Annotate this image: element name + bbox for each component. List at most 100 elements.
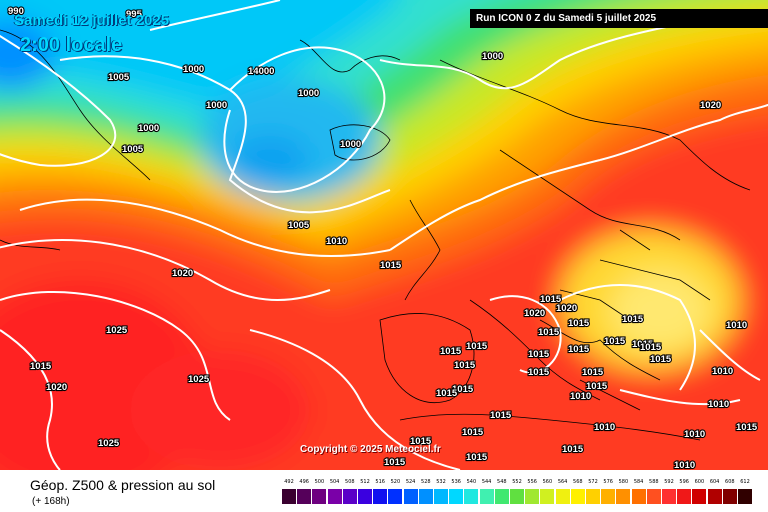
scale-tick-label: 552 (512, 479, 522, 485)
scale-tick-label: 536 (451, 479, 461, 485)
isobar-label: 1015 (440, 346, 462, 357)
isobar-label: 1015 (410, 436, 432, 447)
isobar-label: 1015 (632, 339, 654, 350)
scale-swatch (373, 489, 388, 504)
scale-swatch (358, 489, 372, 504)
isobar-label: 1015 (528, 349, 550, 360)
scale-swatch (677, 489, 692, 504)
isobar-label: 1025 (106, 325, 128, 336)
scale-swatch (646, 489, 661, 504)
isobar-label: 1020 (556, 303, 577, 314)
scale-tick-label: 568 (573, 479, 583, 485)
forecast-date: Samedi 12 juillet 2025 (14, 12, 170, 29)
isobar-labels: 990 995 1005 1000 14000 1000 1000 1000 1005 1000 1… (7, 5, 759, 470)
scale-tick-label: 564 (557, 479, 568, 485)
isobar-label: 1020 (700, 100, 721, 111)
scale-swatch (510, 489, 524, 504)
isobar-label: 1015 (586, 381, 608, 392)
scale-swatch (327, 489, 342, 504)
isobar-label: 1020 (524, 308, 545, 319)
scale-swatch (449, 489, 464, 504)
scale-swatch (738, 489, 752, 504)
legend-subtitle: (+ 168h) (32, 496, 70, 507)
scale-swatch (297, 489, 312, 504)
isobar-label: 1010 (712, 366, 733, 377)
legend-title: Géop. Z500 & pression au sol (30, 477, 216, 493)
isobar-label: 1015 (540, 294, 562, 305)
isobar-label: 1015 (454, 360, 476, 371)
isobar-label: 1015 (538, 327, 560, 338)
scale-tick-label: 520 (390, 479, 401, 485)
scale-swatch (403, 489, 418, 504)
isobar-label: 1000 (206, 100, 227, 111)
scale-swatch (692, 489, 707, 504)
scale-tick-label: 576 (603, 479, 613, 485)
scale-tick-label: 560 (542, 479, 553, 485)
scale-swatch (434, 489, 448, 504)
scale-swatch (707, 489, 722, 504)
isobar-label: 1025 (188, 374, 210, 385)
isobar-label: 1015 (650, 354, 672, 365)
scale-tick-label: 556 (527, 479, 537, 485)
scale-tick-label: 524 (405, 479, 416, 485)
scale-tick-label: 580 (618, 479, 629, 485)
isobar-label: 1015 (622, 314, 644, 325)
isobar-label: 1010 (594, 422, 615, 433)
isobar-label: 1000 (138, 123, 159, 134)
scale-tick-label: 596 (679, 479, 689, 485)
isobar-lines (0, 0, 768, 470)
scale-swatch (388, 489, 403, 504)
isobar-label: 1010 (326, 236, 347, 247)
scale-tick-label: 604 (709, 479, 720, 485)
scale-tick-label: 608 (725, 479, 735, 485)
scale-tick-label: 512 (360, 479, 370, 485)
isobar-label: 1005 (108, 72, 130, 83)
isobar-label: 1015 (30, 361, 52, 372)
scale-swatch (418, 489, 433, 504)
run-info: Run ICON 0 Z du Samedi 5 juillet 2025 (470, 9, 768, 28)
isobar-label: 1000 (298, 88, 319, 99)
scale-swatch (601, 489, 616, 504)
forecast-map: 990 995 1005 1000 14000 1000 1000 1000 1005 1000 1… (0, 0, 768, 470)
scale-swatch (540, 489, 555, 504)
isobar-label: 1000 (340, 139, 361, 150)
scale-tick-label: 588 (649, 479, 659, 485)
isobar-label: 1015 (436, 388, 458, 399)
legend-panel: Géop. Z500 & pression au sol (+ 168h) 49… (0, 470, 768, 512)
isobar-label: 1015 (466, 452, 488, 463)
isobar-label: 1015 (640, 342, 662, 353)
scale-swatch (312, 489, 327, 504)
scale-tick-label: 612 (740, 479, 750, 485)
isobar-label: 1000 (183, 64, 204, 75)
scale-tick-label: 504 (329, 479, 340, 485)
scale-swatch (464, 489, 479, 504)
isobar-label: 1015 (452, 384, 474, 395)
isobar-label: 1010 (570, 391, 591, 402)
isobar-label: 1010 (674, 460, 695, 470)
scale-tick-label: 516 (375, 479, 385, 485)
isobar-label: 1000 (482, 51, 503, 62)
color-scale-labels: 492 496 500 504 508 512 516 520 524 528 532 536 540 5… (282, 479, 752, 489)
isobar-label: 14000 (248, 66, 274, 77)
isobar-label: 1020 (46, 382, 67, 393)
isobar-label: 1015 (466, 341, 488, 352)
geopotential-field (0, 0, 768, 470)
scale-tick-label: 544 (481, 479, 492, 485)
isobar-label: 1015 (384, 457, 406, 468)
scale-swatch (342, 489, 357, 504)
isobar-label: 1010 (726, 320, 747, 331)
isobar-label: 1005 (288, 220, 310, 231)
map-canvas: 990 995 1005 1000 14000 1000 1000 1000 1005 1000 1… (0, 0, 768, 470)
isobar-label: 1010 (708, 399, 729, 410)
scale-swatch (555, 489, 570, 504)
scale-tick-label: 528 (421, 479, 431, 485)
scale-swatch (479, 489, 494, 504)
scale-tick-label: 540 (466, 479, 477, 485)
isobar-label: 1015 (528, 367, 550, 378)
scale-swatch (525, 489, 540, 504)
isobar-label: 1015 (380, 260, 402, 271)
scale-swatch (616, 489, 631, 504)
scale-swatch (631, 489, 646, 504)
isobar-label: 1015 (568, 344, 590, 355)
isobar-label: 1005 (122, 144, 144, 155)
